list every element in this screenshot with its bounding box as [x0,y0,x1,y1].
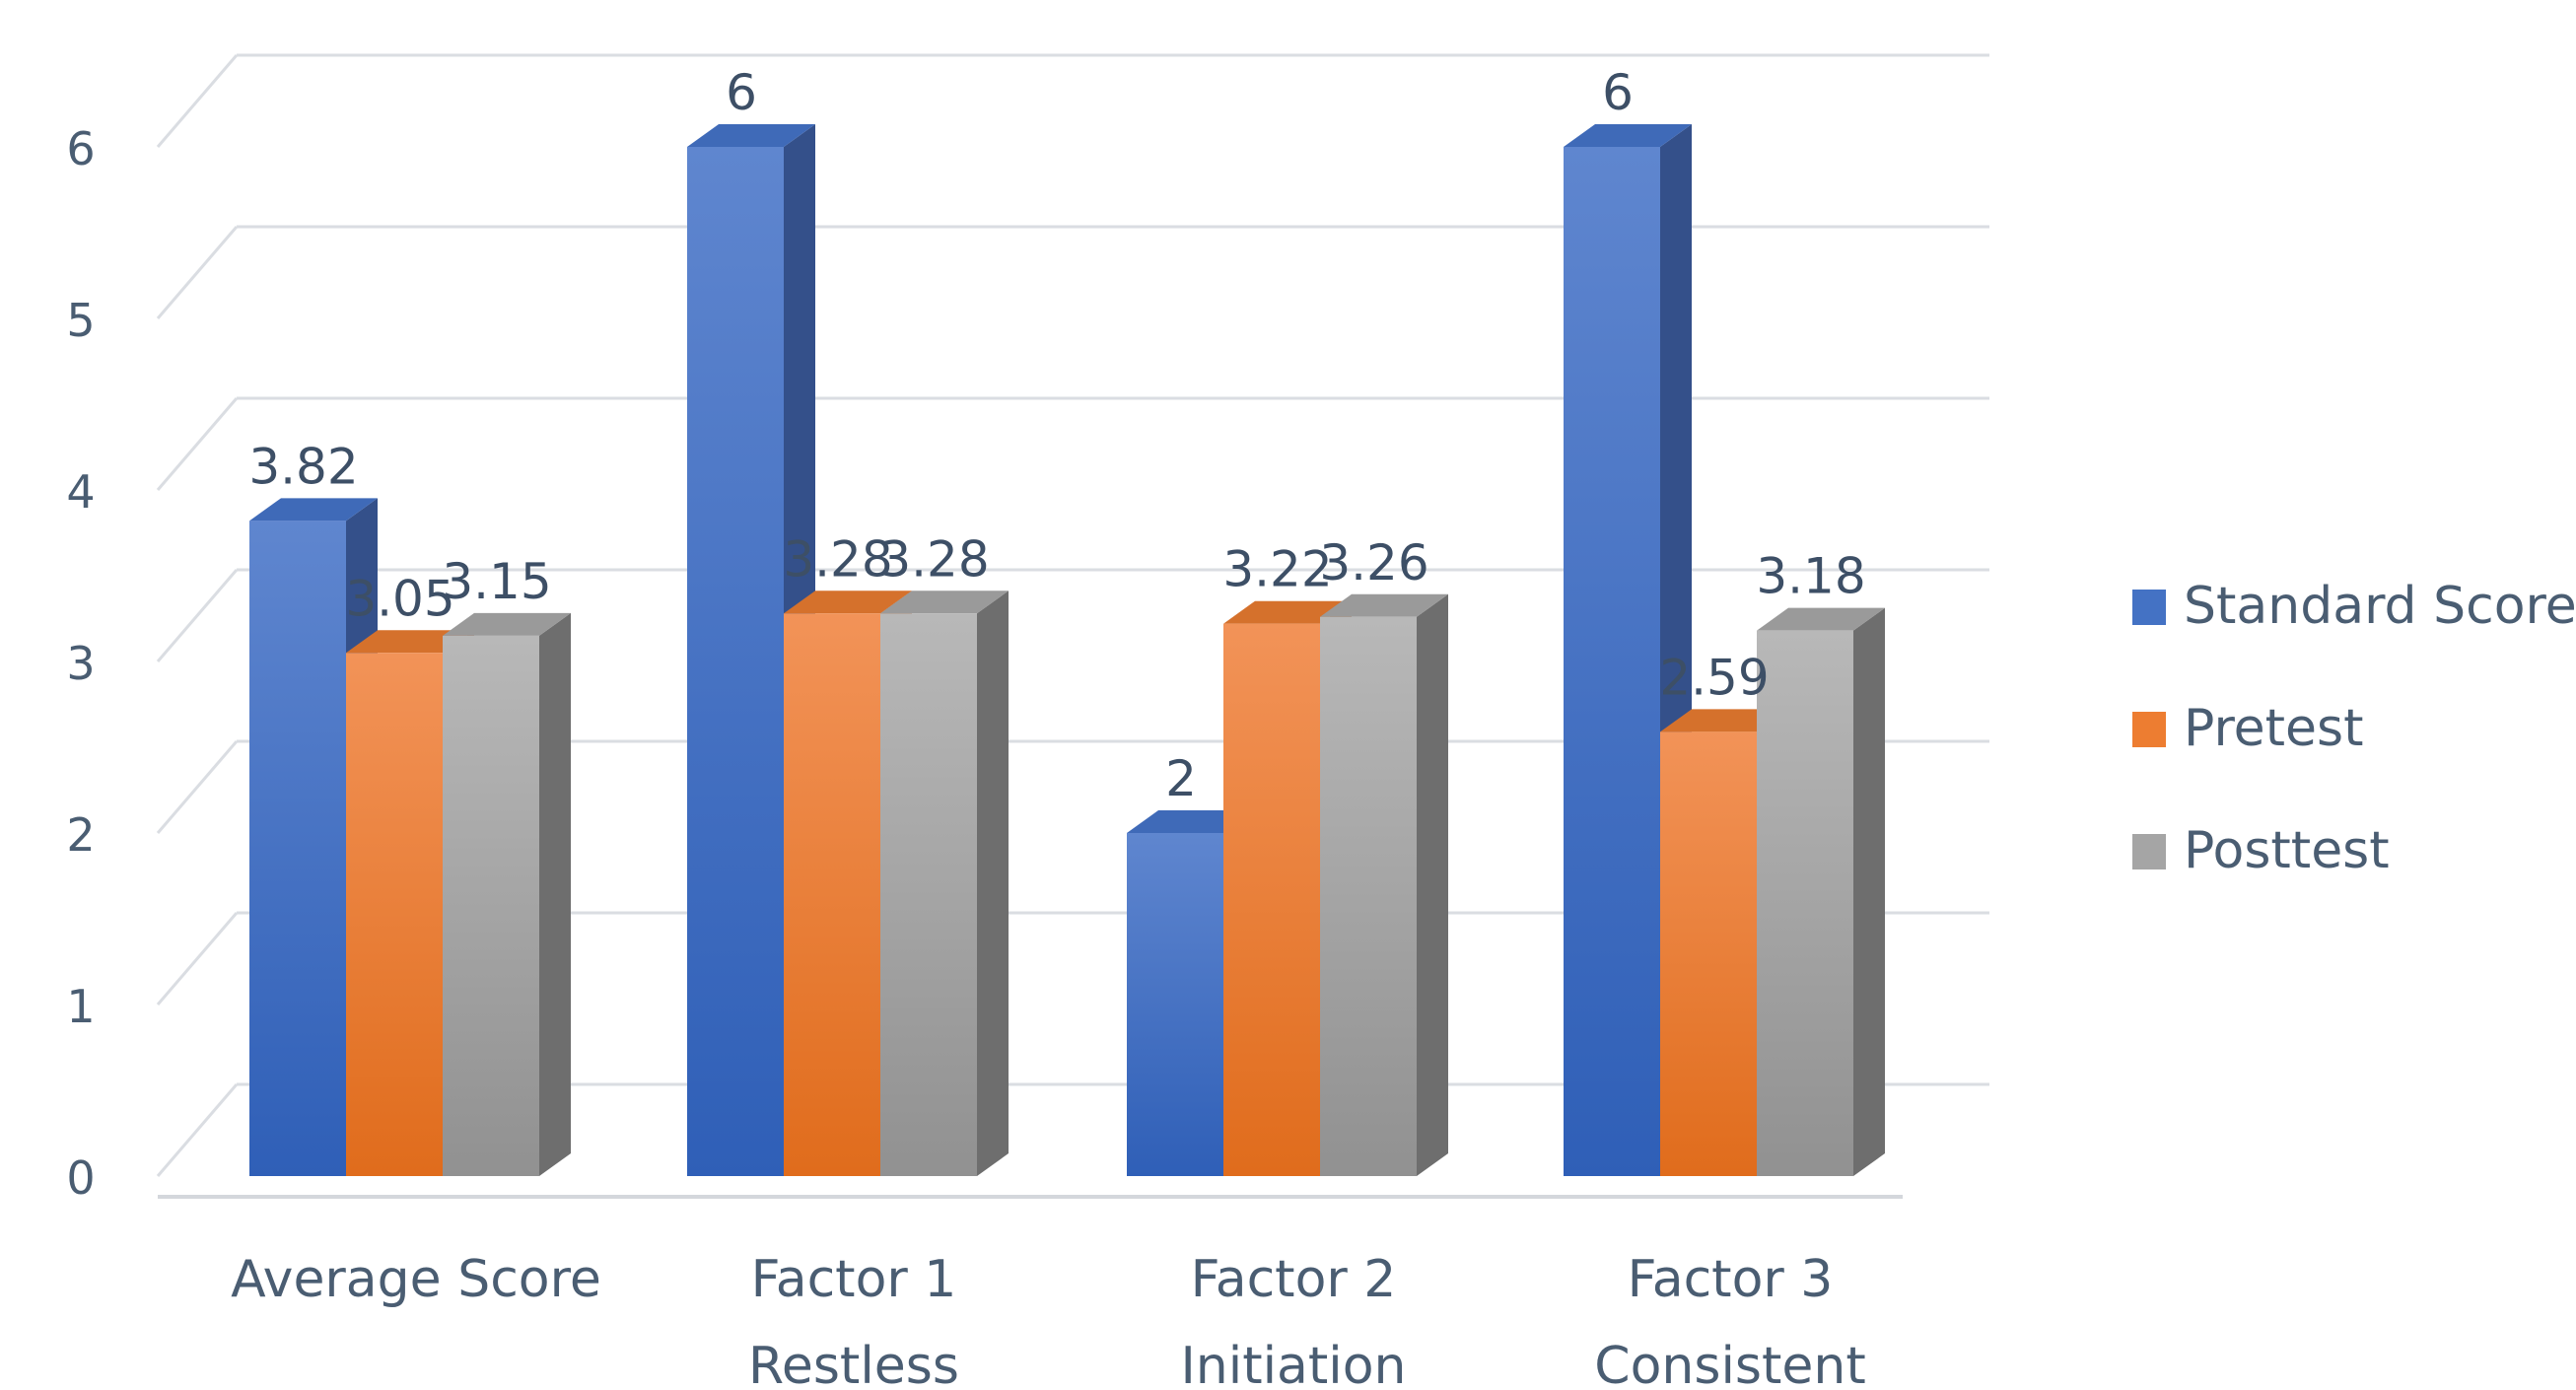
bar-posttest [1757,607,1885,1176]
gridline-side [156,912,239,1006]
y-tick-label: 5 [66,294,95,347]
bar-standard-score [687,124,815,1176]
gridline-side [156,569,239,662]
y-tick-label: 2 [66,808,95,862]
category-label: Restless [748,1337,959,1390]
legend-swatch [2132,712,2166,747]
category-label: Factor 2 [1191,1250,1397,1309]
data-label: 6 [726,64,757,121]
bar-posttest [880,591,1009,1176]
legend-swatch [2132,590,2166,625]
gridline-side [156,397,239,491]
gridline-side [156,740,239,834]
legend-label: Pretest [2184,699,2364,758]
data-label: 3.26 [1319,534,1428,591]
gridline-side [156,226,239,319]
data-label: 3.15 [442,553,551,610]
gridline-side [156,54,239,148]
y-tick-label: 6 [66,122,95,175]
y-tick-label: 0 [66,1151,95,1205]
data-label: 3.05 [345,570,454,627]
data-label: 3.28 [783,530,892,588]
y-tick-label: 4 [66,465,95,519]
legend-swatch [2132,834,2166,869]
data-label: 2 [1165,750,1197,807]
y-tick-label: 3 [66,637,95,690]
data-label: 3.22 [1222,541,1332,598]
data-label: 3.18 [1756,548,1865,605]
category-label: Factor 3 [1628,1250,1834,1309]
gridline-side [156,1083,239,1177]
data-label: 3.82 [248,438,358,495]
y-tick-label: 1 [66,980,95,1033]
data-label: 2.59 [1659,649,1769,706]
category-label: Factor 1 [751,1250,957,1309]
category-label: Consistent [1594,1337,1865,1390]
bar-posttest [1320,593,1448,1176]
category-label: Average Score [231,1250,601,1309]
category-label: Initiation [1180,1337,1406,1390]
data-label: 6 [1602,64,1634,121]
legend-label: Posttest [2184,821,2390,880]
legend-label: Standard Score [2184,577,2576,636]
bar-posttest [443,612,571,1176]
data-label: 3.28 [879,530,989,588]
